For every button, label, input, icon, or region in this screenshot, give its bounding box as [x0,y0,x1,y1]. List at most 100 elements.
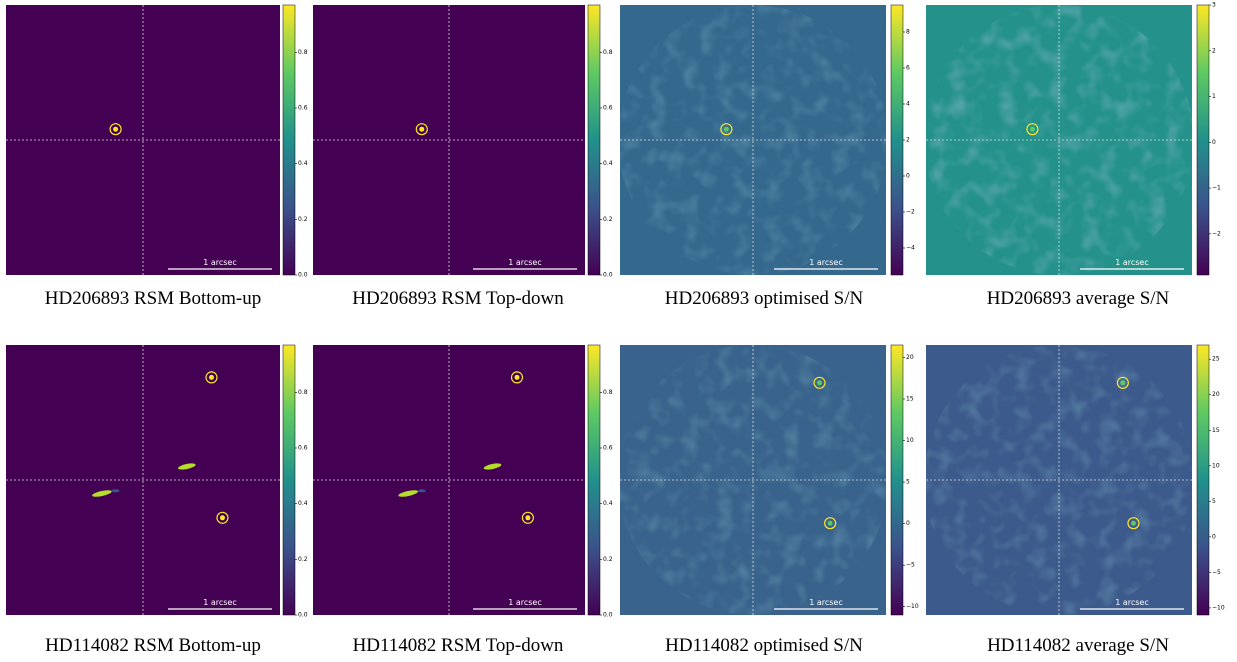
colorbar-tick-label: 4 [906,101,910,108]
colorbar-tick-label: 15 [1212,427,1220,434]
colorbar-tick-label: 0.0 [298,612,308,619]
colorbar-tick-label: 0.0 [603,272,613,279]
colorbar-tick-label: 2 [1212,47,1216,54]
colorbar-tick-label: 15 [906,396,914,403]
colorbar-tick-label: 0.2 [603,556,613,563]
source-marker [216,511,229,524]
colorbar-tick-label: 0.4 [298,160,308,167]
colorbar-tick-label: −5 [1212,569,1221,576]
colorbar-tick-label: 3 [1212,2,1216,9]
colorbar [890,4,904,276]
source [817,380,822,386]
panel: 1 arcsec 0.0 0.2 0.4 0.6 0.8 HD206893 RSM Top-… [313,4,613,309]
colorbar-tick-label: −2 [906,209,915,216]
streak [92,490,112,497]
colorbar-tick-label: 0.8 [603,49,613,56]
colorbar-tick-label: 0.0 [603,612,613,619]
caption: HD206893 average S/N [987,288,1170,309]
colorbar-tick-label: 10 [906,437,914,444]
panel: 1 arcsec 0.0 0.2 0.4 0.6 0.8 HD206893 RSM Bott… [6,4,308,309]
colorbar [587,4,601,276]
caption: HD114082 RSM Top-down [353,635,564,656]
colorbar-tick-label: −4 [906,245,915,252]
source-marker [510,371,524,384]
source-marker [824,517,837,530]
panel: 1 arcsec 0.0 0.2 0.4 0.6 0.8 HD114082 RSM Bott… [6,344,308,656]
panel: 1 arcsec −10 −5 0 5 10 15 20 25 HD114082 average … [926,344,1225,656]
colorbar-tick-label: 8 [906,29,910,36]
colorbar-tick-label: 0 [1212,533,1216,540]
colorbar-tick-label: 10 [1212,462,1220,469]
colorbar-tick-label: −5 [906,562,915,569]
colorbar-tick-label: 25 [1212,356,1220,363]
colorbar-tick-label: 0 [906,520,910,527]
caption: HD206893 optimised S/N [665,288,864,309]
colorbar [890,344,904,616]
panel: 1 arcsec −10 −5 0 5 10 15 20 HD114082 optimised … [620,344,919,656]
colorbar-tick-label: 0.4 [603,500,613,507]
streak [483,463,502,470]
colorbar-tick-label: −2 [1212,230,1221,237]
scale-bar-label: 1 arcsec [203,258,237,267]
colorbar-tick-label: 0.0 [298,272,308,279]
source [1130,520,1136,526]
colorbar-tick-label: 0.6 [603,104,613,111]
source-marker [813,376,826,389]
colorbar-tick-label: 0.4 [603,160,613,167]
colorbar-tick-label: 2 [906,137,910,144]
colorbar-tick-label: 20 [906,354,914,361]
source [209,374,214,380]
colorbar-tick-label: 6 [906,65,910,72]
colorbar-tick-label: 0.8 [603,389,613,396]
source [525,515,531,521]
source-marker [109,123,122,136]
colorbar-tick-label: 20 [1212,391,1220,398]
colorbar-tick-label: 0.2 [298,216,308,223]
colorbar-tick-label: 0.6 [603,444,613,451]
colorbar-tick-label: 5 [906,479,910,486]
caption: HD206893 RSM Top-down [352,288,564,309]
source [1029,126,1035,132]
streak [111,489,120,493]
colorbar [587,344,601,616]
streak [398,490,418,497]
colorbar-tick-label: −10 [906,603,919,610]
streak [417,489,426,493]
scale-bar-label: 1 arcsec [203,598,237,607]
colorbar-tick-label: 0.6 [298,104,308,111]
colorbar-tick-label: 0.6 [298,444,308,451]
source-marker [205,371,218,384]
colorbar-tick-label: −10 [1212,604,1225,611]
scale-bar-label: 1 arcsec [508,258,542,267]
scale-bar-label: 1 arcsec [1115,258,1149,267]
source-marker [521,511,534,524]
streak [178,463,196,470]
colorbar-tick-label: 1 [1212,93,1216,100]
scale-bar-label: 1 arcsec [809,258,843,267]
source-marker [720,123,733,136]
colorbar [1196,4,1210,276]
scale-bar-label: 1 arcsec [508,598,542,607]
caption: HD206893 RSM Bottom-up [45,288,261,309]
source [514,374,520,380]
panel: 1 arcsec −4 −2 0 2 4 6 8 HD206893 optimised S/N [620,4,915,309]
source [1120,380,1126,386]
caption: HD114082 average S/N [987,635,1169,656]
source [219,515,225,521]
scale-bar-label: 1 arcsec [1115,598,1149,607]
colorbar-tick-label: −1 [1212,185,1221,192]
source-marker [415,123,428,136]
colorbar-tick-label: 0 [906,173,910,180]
colorbar-tick-label: 5 [1212,498,1216,505]
source [419,126,425,132]
colorbar-tick-label: 0.8 [298,49,308,56]
caption: HD114082 optimised S/N [665,635,863,656]
source-marker [1116,376,1129,389]
panel: 1 arcsec −2 −1 0 1 2 3 HD206893 average S/N [926,2,1221,309]
scale-bar-label: 1 arcsec [809,598,843,607]
colorbar-tick-label: 0.8 [298,389,308,396]
source [723,126,729,132]
colorbar [1196,344,1210,616]
colorbar-tick-label: 0.2 [298,556,308,563]
colorbar-tick-label: 0.4 [298,500,308,507]
